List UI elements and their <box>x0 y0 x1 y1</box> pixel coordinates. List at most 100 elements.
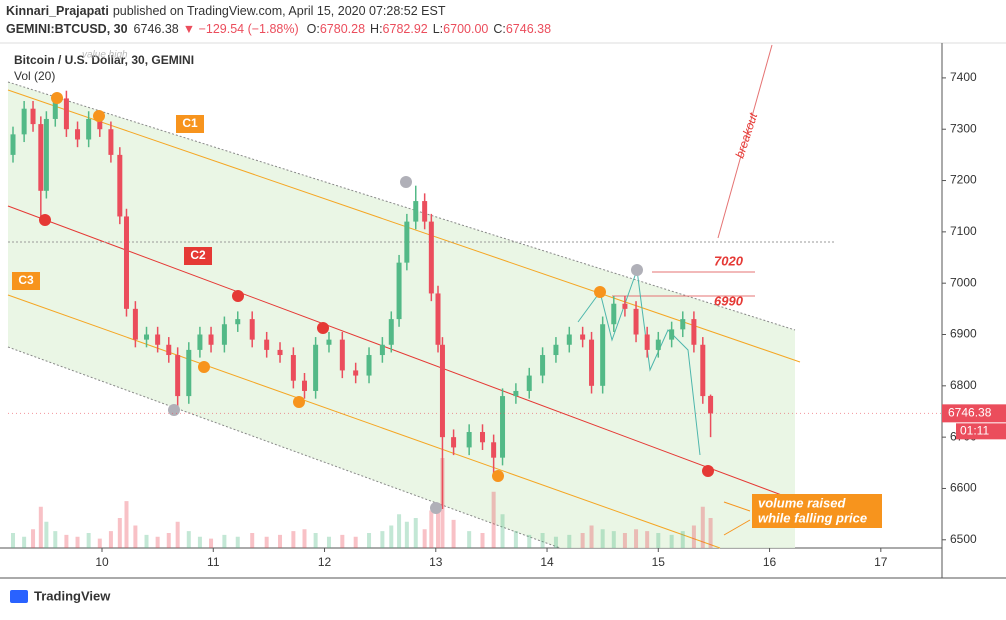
volume-bar <box>553 536 558 548</box>
channel-lower <box>7 346 561 549</box>
pivot <box>702 465 714 477</box>
pivot <box>232 290 244 302</box>
ohlc-value: 6746.38 <box>506 22 551 36</box>
volume-bar <box>513 531 518 548</box>
countdown-label: 01:11 <box>960 424 989 438</box>
line-c1 <box>7 89 801 363</box>
volume-bar <box>700 506 705 548</box>
candle-body <box>63 98 69 130</box>
x-tick-label: 17 <box>874 555 888 569</box>
candles <box>10 90 714 548</box>
volume-bar <box>117 518 122 548</box>
chart-title: Bitcoin / U.S. Dollar, 30, GEMINI <box>14 53 194 67</box>
volume-bar <box>397 514 402 548</box>
candle-body <box>175 355 181 397</box>
pivot <box>492 470 504 482</box>
volume-bar <box>708 518 713 548</box>
volume-bar <box>175 521 180 548</box>
candle-body <box>123 216 129 309</box>
level-label: 6990 <box>714 293 744 308</box>
candle-body <box>413 201 419 222</box>
faint-label: value high <box>82 50 128 61</box>
candle-body <box>249 319 255 340</box>
breakout-line <box>717 44 773 239</box>
volume-bar <box>186 531 191 548</box>
candle-body <box>379 344 385 356</box>
volume-bar <box>97 538 102 548</box>
ohlc-value: 6780.28 <box>320 22 365 36</box>
channel-upper <box>7 81 796 331</box>
volume-bar <box>155 536 160 548</box>
volume-bar <box>124 501 129 548</box>
pivot <box>631 264 643 276</box>
candle-body <box>277 349 283 356</box>
y-tick-label: 7100 <box>950 224 977 238</box>
candle-body <box>404 221 410 263</box>
ohlc-key: C: <box>493 22 506 36</box>
candle-body <box>186 349 192 397</box>
candle-body <box>301 380 307 391</box>
volume-bar <box>580 533 585 548</box>
volume-bar <box>250 533 255 548</box>
volume-bar <box>413 518 418 548</box>
candle-body <box>132 308 138 340</box>
label-box <box>176 115 204 133</box>
y-tick-label: 7400 <box>950 70 977 84</box>
pivot <box>430 502 442 514</box>
candle-body <box>86 118 92 140</box>
candle-body <box>155 334 161 345</box>
volume-bar <box>64 534 69 548</box>
candle-body <box>339 339 345 371</box>
volume-bar <box>22 536 27 548</box>
volume-bar <box>589 525 594 548</box>
y-tick-label: 6600 <box>950 481 977 495</box>
volume-bar <box>302 529 307 548</box>
volume-bar <box>133 525 138 548</box>
candle-body <box>144 334 150 340</box>
x-tick-label: 10 <box>95 555 109 569</box>
volume-bar <box>31 529 36 548</box>
last: 6746.38 <box>134 22 179 36</box>
countdown-box <box>956 423 1006 440</box>
candle-body <box>221 324 227 345</box>
candle-body <box>396 262 402 320</box>
candle-body <box>30 108 36 125</box>
volume-bar <box>278 534 283 548</box>
volume-bar <box>53 531 58 548</box>
volume-bar <box>527 534 532 548</box>
candle-body <box>553 344 559 356</box>
y-tick-label: 7000 <box>950 275 977 289</box>
x-tick-label: 11 <box>207 555 220 569</box>
volume-bar <box>436 503 441 548</box>
pivot <box>317 322 329 334</box>
volume-bar <box>326 536 331 548</box>
candle-body <box>388 319 394 345</box>
candle-body <box>166 344 172 356</box>
candle-body <box>43 118 49 191</box>
ohlc-key: O: <box>307 22 320 36</box>
candle-body <box>353 370 359 376</box>
volume-bar <box>600 529 605 548</box>
volume-bar <box>313 533 318 548</box>
note-box <box>752 494 882 528</box>
volume-bar <box>222 534 227 548</box>
volume-bar <box>264 536 269 548</box>
x-tick-label: 14 <box>540 555 554 569</box>
last-price-box <box>942 404 1006 423</box>
volume-bar <box>353 536 358 548</box>
candle-body <box>655 339 661 350</box>
label-box <box>184 247 212 265</box>
x-tick-label: 15 <box>652 555 666 569</box>
candle-body <box>422 201 428 222</box>
candle-body <box>439 344 445 438</box>
y-tick-label: 7300 <box>950 121 977 135</box>
volume-bar <box>75 536 80 548</box>
footer-brand: TradingView <box>34 588 111 603</box>
volume-bar <box>404 521 409 548</box>
ohlc-key: L: <box>433 22 443 36</box>
candle-body <box>435 293 441 345</box>
ohlc-key: H: <box>370 22 383 36</box>
volume-bar <box>429 510 434 548</box>
line-c2 <box>7 205 796 501</box>
